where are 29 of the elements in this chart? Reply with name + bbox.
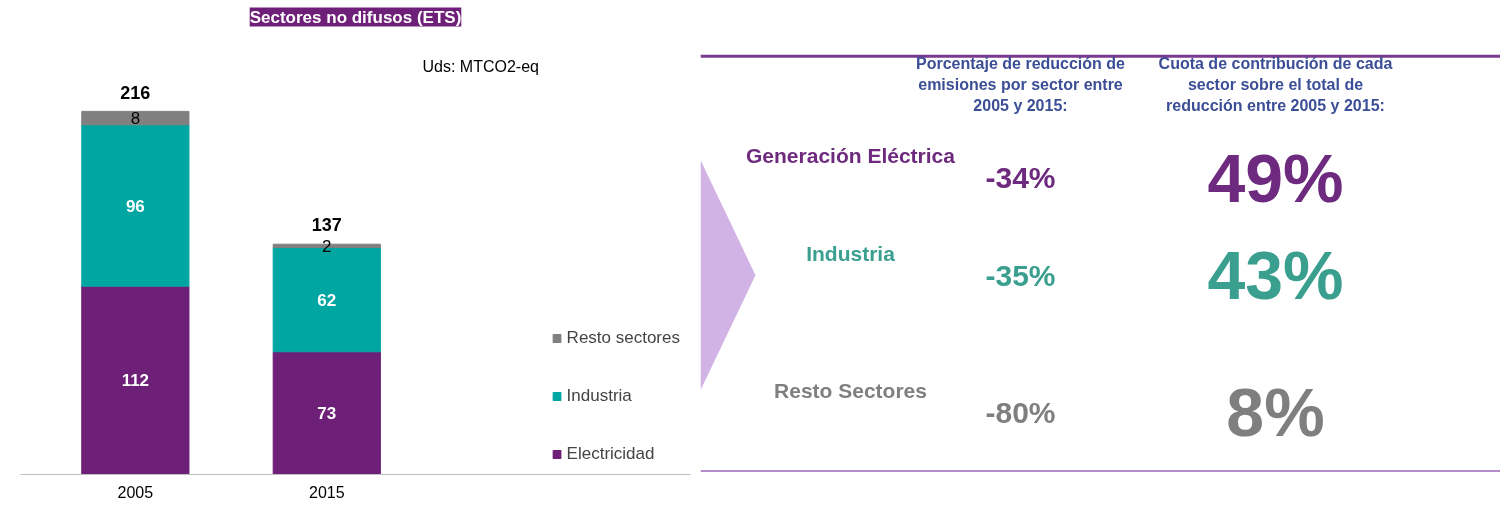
bar	[81, 110, 190, 126]
data-label: 112	[121, 371, 150, 391]
text: Cuota de contribución de cada sector sobre el total de reducción entre 2005 y 2015:	[1158, 54, 1393, 115]
data-label: 62	[317, 290, 337, 310]
text: Uds: MTCO2-eq	[422, 58, 539, 76]
data-label: 43%	[1207, 237, 1344, 314]
data-label: -35%	[985, 258, 1056, 292]
legend-label: Resto sectores	[566, 328, 680, 348]
bar	[81, 285, 190, 475]
chart-title: Sectores no difusos (ETS)	[249, 7, 462, 27]
total-label: 137	[311, 215, 342, 236]
text: Porcentaje de reducción de emisiones por sector entre 2005 y 2015:	[916, 54, 1126, 115]
category-label: Resto Sectores	[774, 378, 927, 402]
category-label: Generación Eléctrica	[746, 144, 956, 168]
data-label: 8%	[1226, 374, 1325, 451]
data-label: 49%	[1207, 139, 1344, 216]
data-label: 96	[125, 196, 145, 216]
bar	[272, 351, 381, 475]
total-label: 216	[120, 82, 151, 103]
category-label: Industria	[806, 241, 896, 265]
data-label: -80%	[985, 395, 1056, 429]
x-tick-label: 2015	[308, 483, 345, 501]
x-tick-label: 2005	[117, 483, 154, 501]
legend-label: Electricidad	[566, 444, 655, 464]
data-label: -34%	[985, 161, 1056, 195]
bar	[81, 124, 190, 287]
legend-label: Industria	[566, 386, 632, 406]
data-label: 8	[130, 109, 141, 129]
data-label: 73	[317, 404, 337, 424]
